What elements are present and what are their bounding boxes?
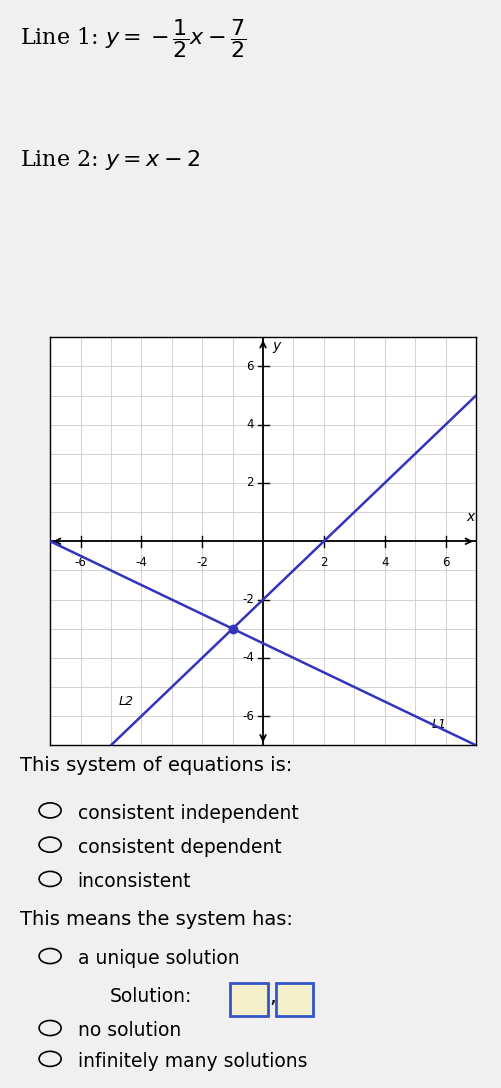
Text: 4: 4 [246,418,254,431]
FancyBboxPatch shape [230,984,268,1016]
Text: 6: 6 [442,556,449,569]
Text: 2: 2 [320,556,328,569]
Text: x: x [466,510,474,523]
Text: -2: -2 [242,593,254,606]
Text: 4: 4 [381,556,388,569]
Text: This system of equations is:: This system of equations is: [20,755,292,775]
Text: 2: 2 [246,477,254,490]
Text: infinitely many solutions: infinitely many solutions [78,1052,307,1071]
Text: L2: L2 [119,695,134,708]
Text: consistent independent: consistent independent [78,804,299,823]
Text: consistent dependent: consistent dependent [78,838,282,857]
Text: Solution:: Solution: [110,987,192,1006]
Text: 6: 6 [246,360,254,373]
Text: -2: -2 [196,556,208,569]
Text: inconsistent: inconsistent [78,873,191,891]
Text: This means the system has:: This means the system has: [20,910,293,929]
Text: -4: -4 [135,556,147,569]
Text: a unique solution: a unique solution [78,949,239,968]
Text: Line 1: $y=-\dfrac{1}{2}x-\dfrac{7}{2}$: Line 1: $y=-\dfrac{1}{2}x-\dfrac{7}{2}$ [20,17,246,60]
Text: -4: -4 [242,652,254,665]
Text: L1: L1 [432,718,447,731]
Text: ,: , [269,987,276,1006]
Text: no solution: no solution [78,1022,181,1040]
Text: -6: -6 [242,709,254,722]
Text: -6: -6 [75,556,87,569]
Text: y: y [272,338,281,353]
Text: Line 2: $y=x-2$: Line 2: $y=x-2$ [20,148,200,172]
FancyBboxPatch shape [276,984,313,1016]
